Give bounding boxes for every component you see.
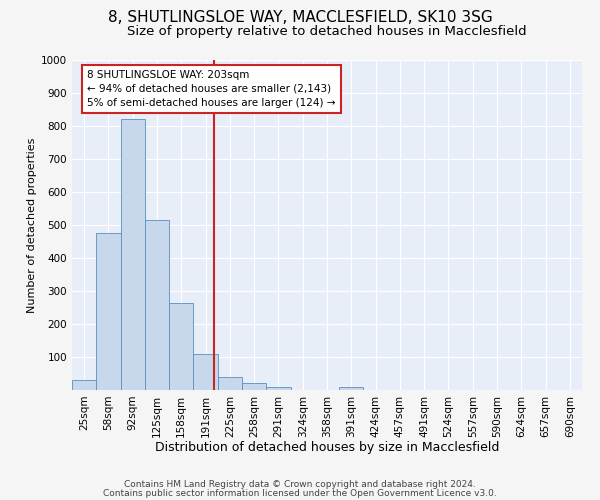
Text: 8, SHUTLINGSLOE WAY, MACCLESFIELD, SK10 3SG: 8, SHUTLINGSLOE WAY, MACCLESFIELD, SK10 …	[107, 10, 493, 25]
Bar	[242, 384, 266, 390]
Bar	[145, 220, 169, 390]
Bar	[266, 386, 290, 390]
X-axis label: Distribution of detached houses by size in Macclesfield: Distribution of detached houses by size …	[155, 441, 499, 454]
Y-axis label: Number of detached properties: Number of detached properties	[27, 138, 37, 312]
Text: Contains public sector information licensed under the Open Government Licence v3: Contains public sector information licen…	[103, 488, 497, 498]
Text: 8 SHUTLINGSLOE WAY: 203sqm
← 94% of detached houses are smaller (2,143)
5% of se: 8 SHUTLINGSLOE WAY: 203sqm ← 94% of deta…	[88, 70, 336, 108]
Title: Size of property relative to detached houses in Macclesfield: Size of property relative to detached ho…	[127, 25, 527, 38]
Bar	[96, 233, 121, 390]
Bar	[121, 120, 145, 390]
Bar	[339, 386, 364, 390]
Bar	[218, 377, 242, 390]
Bar	[193, 354, 218, 390]
Bar	[72, 380, 96, 390]
Text: Contains HM Land Registry data © Crown copyright and database right 2024.: Contains HM Land Registry data © Crown c…	[124, 480, 476, 489]
Bar	[169, 302, 193, 390]
